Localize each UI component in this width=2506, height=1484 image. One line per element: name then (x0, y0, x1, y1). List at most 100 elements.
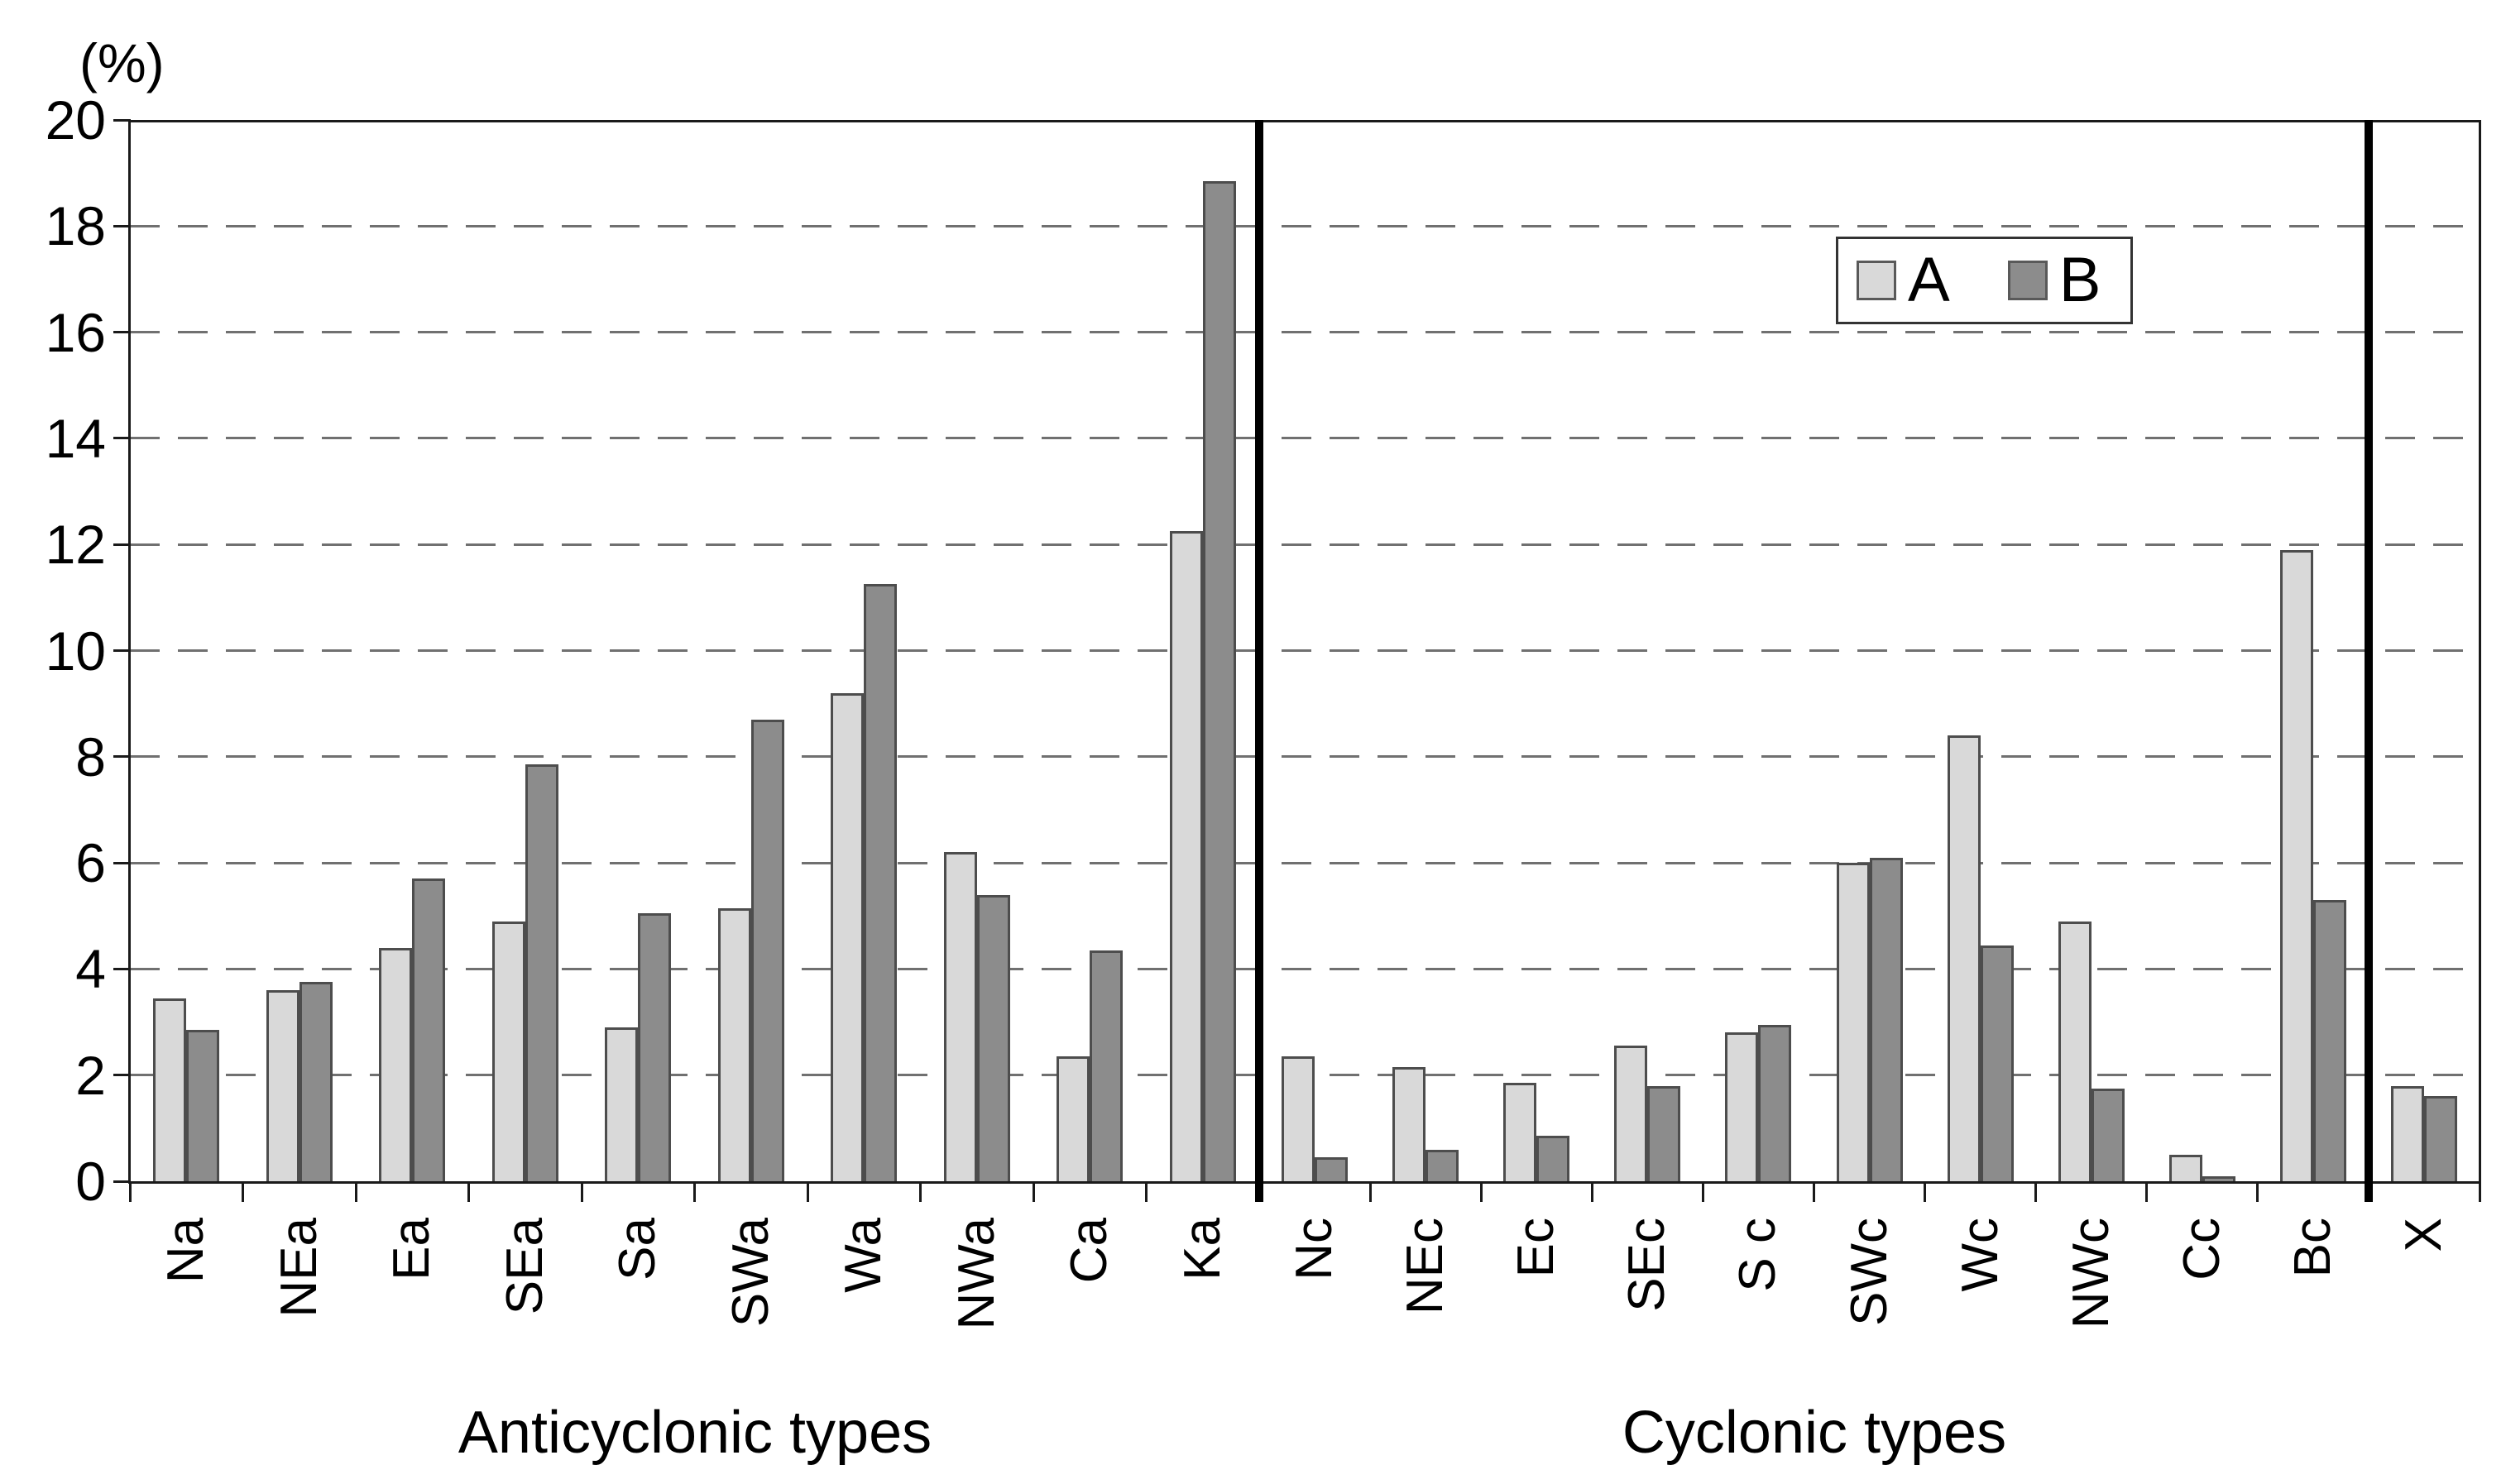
bar-NEc-B (1425, 1149, 1459, 1184)
x-tick (2256, 1181, 2259, 1202)
bar-X-B (2424, 1096, 2457, 1184)
y-tick-label-20: 20 (45, 89, 106, 151)
legend-label-a: A (1908, 245, 1950, 315)
x-tick (2478, 1181, 2481, 1202)
x-axis-label-NWa: NWa (947, 1218, 1005, 1330)
x-axis-label-Wa: Wa (835, 1218, 893, 1293)
bar-Na-A (153, 998, 187, 1184)
x-axis-label-Ea: Ea (383, 1218, 441, 1281)
gridline-10 (130, 649, 2480, 652)
gridline-16 (130, 331, 2480, 334)
bar-X-A (2391, 1085, 2424, 1184)
bar-SEa-A (491, 921, 525, 1184)
x-tick (2034, 1181, 2038, 1202)
y-tick-label-10: 10 (45, 620, 106, 682)
x-axis-line (128, 1181, 2481, 1184)
x-axis-label-S c: S c (1729, 1218, 1787, 1292)
bar-NEc-A (1392, 1067, 1426, 1184)
bar-NEa-B (299, 982, 333, 1184)
y-tick-label-12: 12 (45, 514, 106, 576)
bar-SEc-A (1614, 1046, 1648, 1184)
legend-label-b: B (2058, 245, 2101, 315)
x-tick (1145, 1181, 1148, 1202)
bar-Ca-A (1057, 1056, 1090, 1184)
x-tick (1590, 1181, 1593, 1202)
y-tick-label-14: 14 (45, 407, 106, 469)
x-tick (919, 1181, 922, 1202)
x-tick (580, 1181, 583, 1202)
y-tick-20 (113, 118, 131, 122)
bar-Wa-B (864, 584, 898, 1184)
y-tick-16 (113, 331, 131, 334)
bar-Ka-B (1202, 180, 1236, 1184)
bar-SEc-B (1647, 1085, 1681, 1184)
x-tick (467, 1181, 470, 1202)
y-tick-label-16: 16 (45, 301, 106, 363)
x-axis-label-Nc: Nc (1286, 1218, 1344, 1281)
x-tick (242, 1181, 244, 1202)
bar-Nc-B (1315, 1157, 1349, 1184)
bar-Ea-B (412, 878, 446, 1184)
bar-NWc-B (2091, 1088, 2125, 1184)
bar-Sa-A (605, 1027, 639, 1184)
bar-NWa-B (976, 894, 1010, 1184)
x-tick (806, 1181, 809, 1202)
x-axis-label-Ca: Ca (1061, 1218, 1119, 1284)
bar-SWa-A (717, 907, 751, 1184)
x-tick (1924, 1181, 1927, 1202)
x-axis-label-SEc: SEc (1618, 1218, 1676, 1312)
x-axis-label-Ec: Ec (1507, 1218, 1565, 1278)
y-tick-label-18: 18 (45, 195, 106, 257)
x-axis-group-label-cyclonic: Cyclonic types (1622, 1400, 2007, 1466)
x-axis-label-Bc: Bc (2283, 1218, 2341, 1278)
x-axis-label-Ka: Ka (1173, 1218, 1231, 1281)
legend-swatch-a (1857, 261, 1896, 300)
bar-S c-A (1725, 1032, 1759, 1184)
y-tick-14 (113, 437, 131, 440)
x-tick (1368, 1181, 1372, 1202)
bar-Ec-B (1536, 1136, 1570, 1184)
separator-anticyclonic-cyclonic (1255, 120, 1263, 1202)
bar-Ec-A (1503, 1083, 1537, 1184)
x-tick (1479, 1181, 1483, 1202)
gridline-12 (130, 543, 2480, 546)
y-tick-label-8: 8 (75, 725, 106, 787)
y-tick-4 (113, 967, 131, 970)
bar-S c-B (1758, 1024, 1792, 1184)
y-tick-6 (113, 861, 131, 864)
legend-swatch-b (2007, 261, 2048, 300)
bar-Nc-A (1282, 1056, 1315, 1184)
bar-SWc-A (1836, 863, 1870, 1184)
x-tick (1813, 1181, 1815, 1202)
bar-SEa-B (525, 764, 558, 1184)
bar-NWc-A (2058, 921, 2092, 1184)
bar-Na-B (186, 1030, 220, 1184)
x-axis-label-Wc: Wc (1951, 1218, 2009, 1292)
gridline-8 (130, 755, 2480, 759)
x-axis-label-X: X (2395, 1218, 2452, 1252)
x-tick (354, 1181, 357, 1202)
x-axis-label-NEc: NEc (1397, 1218, 1454, 1315)
y-tick-0 (113, 1180, 131, 1183)
x-tick (128, 1181, 132, 1202)
x-axis-label-SEa: SEa (496, 1218, 553, 1315)
bar-NWa-A (943, 852, 977, 1184)
bar-Ea-A (379, 947, 413, 1184)
bar-Ka-A (1169, 531, 1203, 1184)
x-axis-label-Cc: Cc (2173, 1218, 2230, 1281)
y-tick-10 (113, 649, 131, 652)
plot-right-border (2479, 120, 2481, 1184)
bar-Bc-B (2312, 900, 2346, 1184)
legend-box: A B (1836, 237, 2133, 324)
y-tick-8 (113, 755, 131, 759)
y-tick-label-0: 0 (75, 1151, 106, 1212)
bar-Wa-A (831, 692, 865, 1184)
plot-top-border (128, 120, 2481, 122)
bar-Ca-B (1090, 950, 1124, 1184)
gridline-18 (130, 224, 2480, 227)
x-axis-label-SWa: SWa (721, 1218, 779, 1328)
x-axis-label-NWc: NWc (2062, 1218, 2120, 1329)
y-axis-line (128, 120, 131, 1184)
y-tick-12 (113, 543, 131, 546)
